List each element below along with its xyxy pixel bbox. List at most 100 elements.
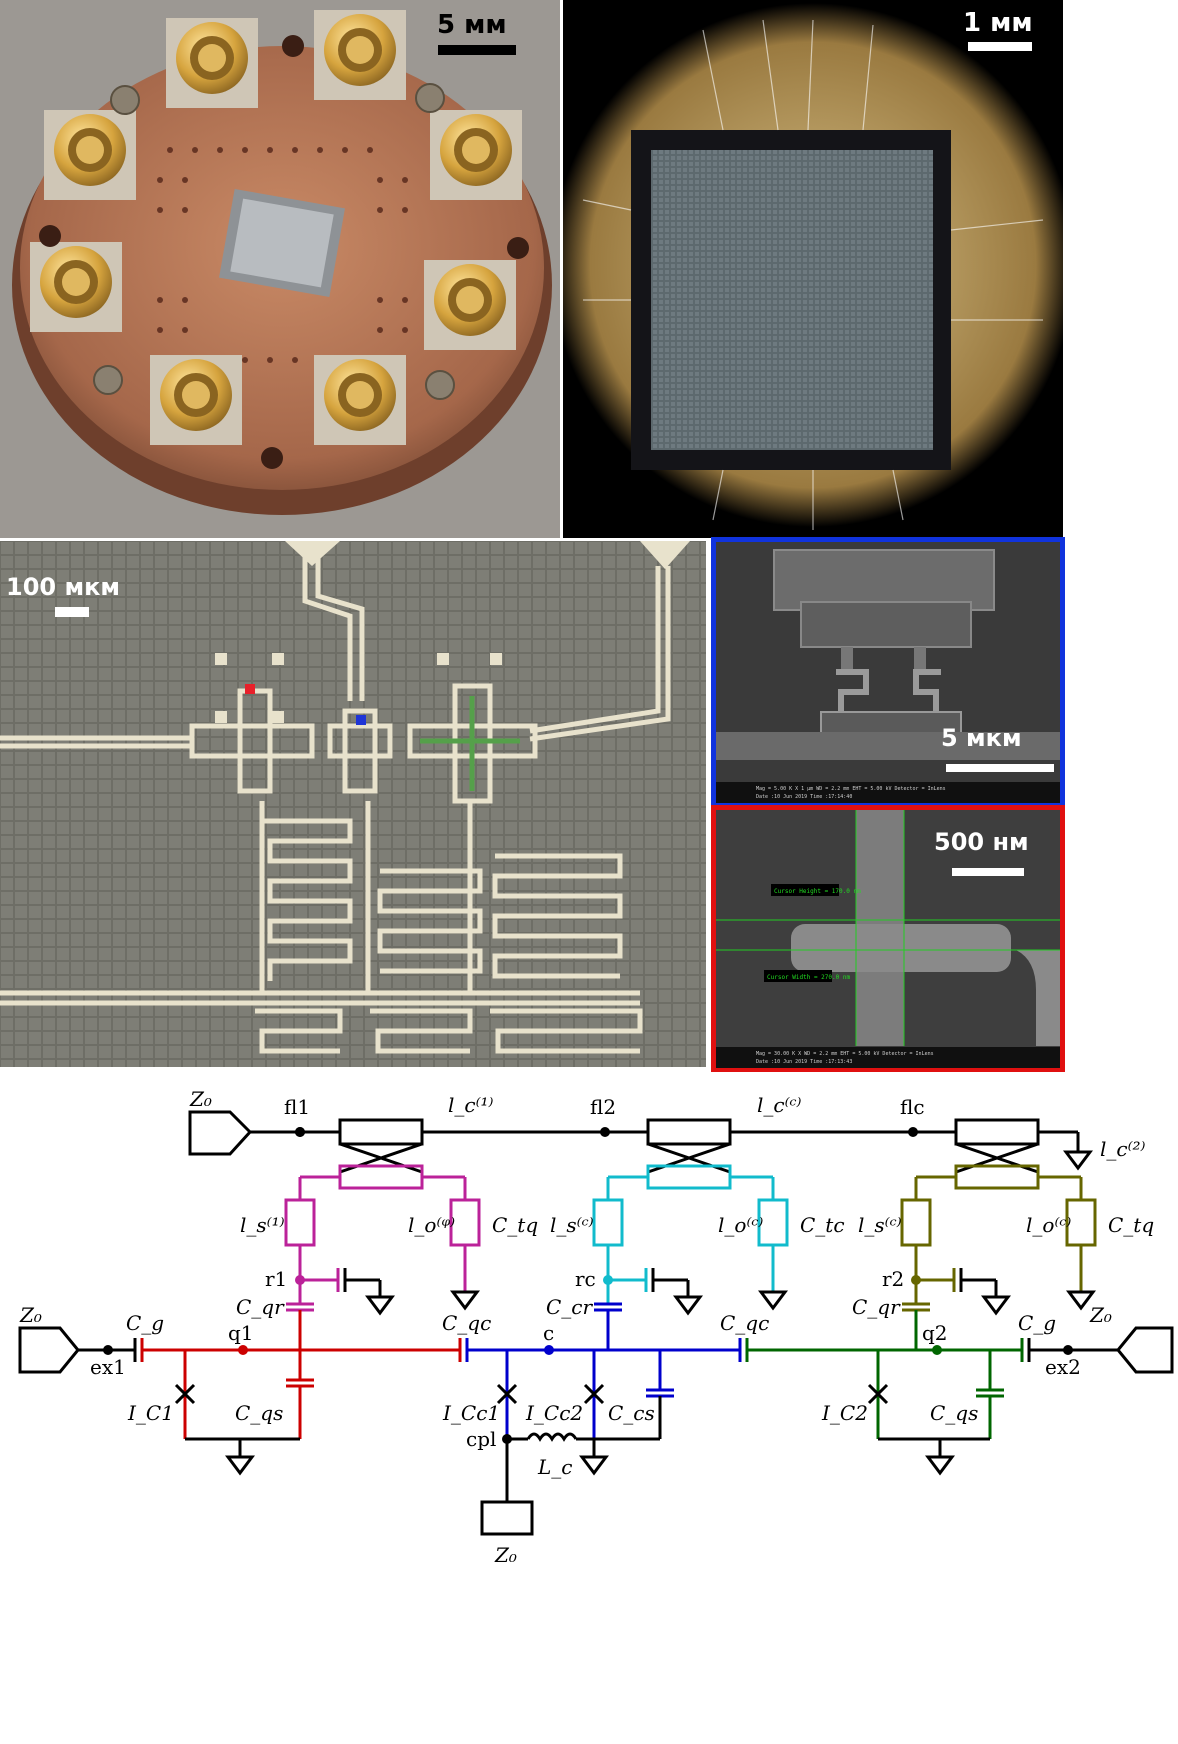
label-cpl: cpl: [466, 1427, 496, 1451]
scale-label: 1 мм: [963, 8, 1033, 38]
qubit-1-junction: [174, 1383, 300, 1476]
microscope-illustration: [563, 0, 1063, 538]
sem-info-line1: Mag = 5.00 K X 1 µm WD = 2.2 mm EHT = 5.…: [756, 786, 946, 792]
label-icc2: I_Cc2: [525, 1401, 583, 1425]
label-cqr-2: C_qr: [852, 1295, 901, 1319]
label-r1: r1: [265, 1267, 287, 1291]
node-c: [544, 1345, 554, 1355]
scale-label: 100 мкм: [6, 573, 120, 601]
label-z0-left: Z₀: [19, 1303, 42, 1327]
label-cg-right: C_g: [1018, 1311, 1056, 1335]
label-rc: rc: [575, 1267, 596, 1291]
microscope-photo: 1 мм: [563, 0, 1063, 538]
label-q1: q1: [228, 1321, 254, 1345]
sample-holder-illustration: [0, 0, 560, 538]
label-ctq-left: C_tq: [492, 1213, 538, 1237]
scale-bar: [946, 764, 1054, 772]
coplanar-lines: [0, 546, 671, 1006]
screws: [93, 83, 455, 400]
label-fl1: fl1: [284, 1095, 310, 1119]
label-loc-mid: l_o⁽ᶜ⁾: [718, 1213, 763, 1237]
blue-marker: [356, 715, 366, 725]
label-ic2: I_C2: [821, 1401, 868, 1425]
ccr-cap: [594, 1302, 622, 1350]
node-ex1: [103, 1345, 113, 1355]
resonator-2: [900, 1164, 1097, 1312]
scale-bar: [952, 868, 1024, 876]
scale-label: 5 мм: [437, 10, 507, 40]
label-lc1: l_c⁽¹⁾: [448, 1093, 494, 1117]
node-r1: [295, 1275, 305, 1285]
label-ls1: l_s⁽¹⁾: [240, 1213, 285, 1237]
feedline: [188, 1110, 1093, 1174]
label-z0-bottom: Z₀: [494, 1543, 517, 1567]
sma-connectors: [30, 10, 522, 445]
node-q1: [238, 1345, 248, 1355]
sem-image-blue: Mag = 5.00 K X 1 µm WD = 2.2 mm EHT = 5.…: [711, 537, 1065, 808]
node-cpl: [502, 1434, 512, 1444]
label-fl2: fl2: [590, 1095, 616, 1119]
coupler: [465, 1338, 742, 1439]
measurement-cursors: [716, 810, 1060, 1046]
chip-layout-micrograph: 100 мкм: [0, 541, 706, 1067]
cursor-width-label: Cursor Width = 270.0 nm: [767, 974, 850, 981]
label-c: c: [543, 1321, 554, 1345]
label-ccs: C_cs: [608, 1401, 655, 1425]
sem-blue-illustration: Mag = 5.00 K X 1 µm WD = 2.2 mm EHT = 5.…: [716, 542, 1060, 803]
label-r2: r2: [882, 1267, 904, 1291]
meander-resonators: [255, 801, 643, 1054]
label-ex1: ex1: [90, 1355, 126, 1379]
label-loc-right: l_o⁽ᶜ⁾: [1026, 1213, 1071, 1237]
port-ex2: [1027, 1326, 1174, 1374]
sem-red-illustration: Cursor Height = 170.0 nm Cursor Width = …: [716, 810, 1060, 1068]
label-lc2: l_c⁽²⁾: [1100, 1137, 1146, 1161]
cursor-height-label: Cursor Height = 170.0 nm: [774, 888, 861, 895]
sem-info-line2: Date :10 Jun 2019 Time :17:13:43: [756, 1059, 852, 1065]
bond-wires: [582, 19, 1044, 530]
label-lsc-mid: l_s⁽ᶜ⁾: [550, 1213, 594, 1237]
label-z0-top: Z₀: [189, 1087, 212, 1111]
label-loq: l_o⁽ᵠ⁾: [408, 1213, 455, 1237]
scale-label: 500 нм: [934, 828, 1029, 856]
sem-info-line1: Mag = 30.00 K X WD = 2.2 mm EHT = 5.00 k…: [756, 1051, 934, 1057]
sem-info-line2: Date :10 Jun 2019 Time :17:14:40: [756, 794, 852, 800]
label-z0-right: Z₀: [1089, 1303, 1112, 1327]
node-q2: [932, 1345, 942, 1355]
scale-bar: [968, 42, 1032, 51]
circuit-schematic: Z₀ Z₀ Z₀ Z₀ l_c⁽ᶜ⁾ l_c⁽¹⁾ l_c⁽²⁾ l_s⁽¹⁾ …: [0, 1072, 1178, 1744]
mount-holes: [39, 35, 529, 469]
triangle-pads: [285, 541, 690, 569]
resonator-1: [284, 1164, 481, 1312]
label-lsc-right: l_s⁽ᶜ⁾: [858, 1213, 902, 1237]
label-cqs-left: C_qs: [235, 1401, 283, 1425]
scale-bar: [438, 45, 516, 55]
label-icc1: I_Cc1: [442, 1401, 500, 1425]
label-flc: flc: [900, 1095, 925, 1119]
scale-bar: [55, 607, 89, 617]
label-lcc: l_c⁽ᶜ⁾: [757, 1093, 802, 1117]
resonator-c: [592, 1164, 789, 1304]
circuit-labels: Z₀ Z₀ Z₀ Z₀ l_c⁽ᶜ⁾ l_c⁽¹⁾ l_c⁽²⁾ l_s⁽¹⁾ …: [19, 1087, 1154, 1567]
label-cqc-left: C_qc: [442, 1311, 491, 1335]
label-cqs-right: C_qs: [930, 1401, 978, 1425]
red-marker: [245, 684, 255, 694]
resonator-2-grounds: [959, 1268, 1096, 1316]
node-r2: [911, 1275, 921, 1285]
label-ctq-right: C_tq: [1108, 1213, 1154, 1237]
green-cross-marker: [420, 696, 520, 791]
sem-image-red: Cursor Height = 170.0 nm Cursor Width = …: [711, 805, 1065, 1073]
label-ex2: ex2: [1045, 1355, 1081, 1379]
label-cg-left: C_g: [126, 1311, 164, 1335]
label-ic1: I_C1: [127, 1401, 174, 1425]
scale-label: 5 мкм: [941, 724, 1022, 752]
circuit-svg: Z₀ Z₀ Z₀ Z₀ l_c⁽ᶜ⁾ l_c⁽¹⁾ l_c⁽²⁾ l_s⁽¹⁾ …: [18, 1087, 1174, 1567]
label-ccr: C_cr: [546, 1295, 594, 1319]
label-ctc: C_tc: [800, 1213, 845, 1237]
resonator-c-grounds: [651, 1268, 788, 1316]
node-labels: fl1 fl2 flc r1 rc r2 q1 c q2 ex1 ex2 cpl: [90, 1095, 1081, 1451]
sample-holder-photo: 5 мм: [0, 0, 560, 538]
chip-layout-illustration: [0, 541, 706, 1067]
alignment-squares: [215, 653, 502, 723]
resonator-1-grounds: [343, 1268, 480, 1316]
label-lc: L_c: [537, 1455, 572, 1479]
